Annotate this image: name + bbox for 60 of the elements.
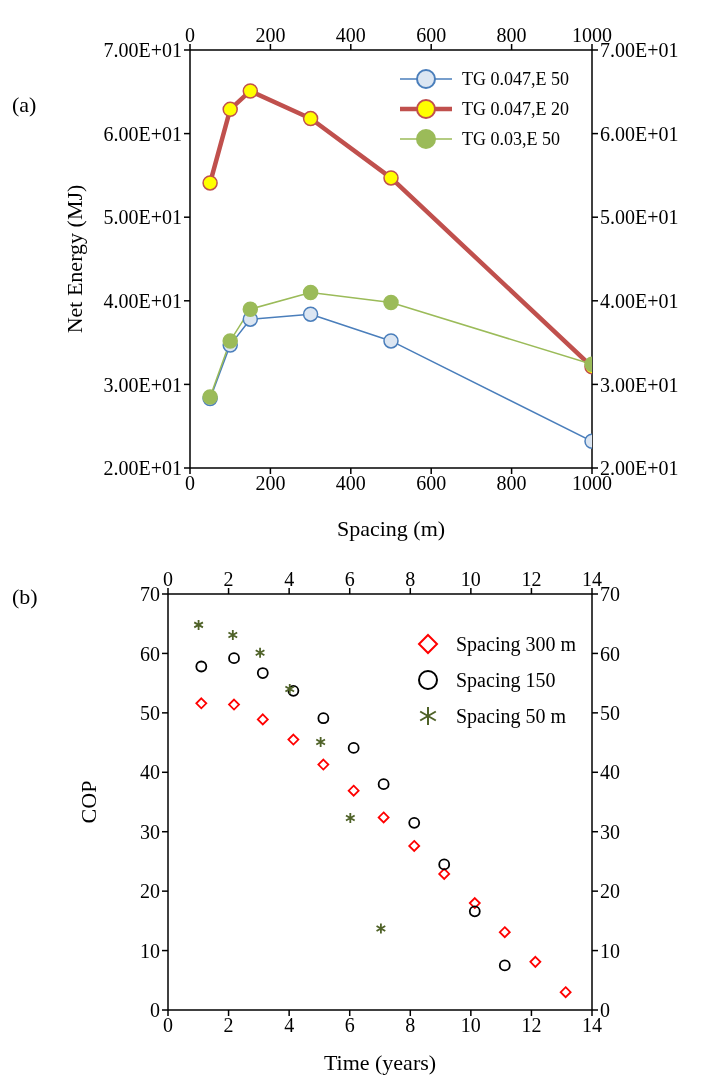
y2-tick-label: 0 (600, 999, 610, 1022)
x-axis-title: Time (years) (323, 1050, 437, 1075)
x2-tick-label: 8 (405, 1014, 416, 1037)
legend-label: Spacing 150 (456, 668, 556, 692)
y2-tick-label: 10 (600, 939, 620, 962)
x-tick-label: 4 (284, 568, 295, 590)
y2-tick-label: 30 (600, 820, 620, 843)
y2-tick-label: 40 (600, 761, 620, 784)
x2-tick-label: 4 (284, 1014, 295, 1037)
legend-label: Spacing 300 m (456, 632, 576, 656)
y2-tick-label: 3.00E+01 (600, 373, 679, 396)
x2-tick-label: 12 (521, 1014, 542, 1037)
y-tick-label: 10 (140, 939, 160, 962)
x2-tick-label: 200 (255, 472, 286, 495)
x2-tick-label: 10 (460, 1014, 481, 1037)
legend-label: TG 0.047,E 50 (462, 68, 569, 90)
y2-tick-label: 60 (600, 642, 620, 665)
x-tick-label: 800 (496, 24, 527, 46)
y-tick-label: 20 (140, 880, 160, 903)
y-tick-label: 70 (140, 583, 160, 606)
legend-label: TG 0.047,E 20 (462, 98, 569, 120)
x-tick-label: 12 (521, 568, 542, 590)
y2-tick-label: 70 (600, 583, 620, 606)
y-tick-label: 30 (140, 820, 160, 843)
y2-tick-label: 5.00E+01 (600, 206, 679, 229)
x2-tick-label: 6 (344, 1014, 355, 1037)
text: (b) (12, 584, 38, 610)
y-axis-title: COP (75, 780, 101, 824)
y2-tick-label: 6.00E+01 (600, 122, 679, 145)
legend-label: Spacing 50 m (456, 704, 566, 728)
y2-tick-label: 50 (600, 701, 620, 724)
y-tick-label: 6.00E+01 (103, 122, 182, 145)
y-tick-label: 2.00E+01 (103, 457, 182, 480)
x-tick-label: 14 (582, 568, 602, 590)
y-tick-label: 5.00E+01 (103, 206, 182, 229)
legend-label: TG 0.03,E 50 (462, 128, 560, 150)
x2-tick-label: 800 (496, 472, 527, 495)
y-tick-label: 4.00E+01 (103, 289, 182, 312)
x2-tick-label: 14 (582, 1014, 602, 1037)
text: (a) (12, 92, 37, 118)
y-tick-label: 3.00E+01 (103, 373, 182, 396)
x-tick-label: 400 (335, 24, 366, 46)
x-tick-label: 600 (416, 24, 447, 46)
x-axis-title: Spacing (m) (336, 516, 446, 541)
x-tick-label: 2 (223, 568, 234, 590)
x2-tick-label: 400 (335, 472, 366, 495)
y2-tick-label: 4.00E+01 (600, 289, 679, 312)
x-tick-label: 8 (405, 568, 416, 590)
x2-tick-label: 2 (223, 1014, 234, 1037)
y-tick-label: 60 (140, 642, 160, 665)
y-tick-label: 50 (140, 701, 160, 724)
y-tick-label: 7.00E+01 (103, 39, 182, 62)
x2-tick-label: 600 (416, 472, 447, 495)
x-tick-label: 10 (460, 568, 481, 590)
y-tick-label: 0 (150, 999, 160, 1022)
x-tick-label: 6 (344, 568, 355, 590)
y-tick-label: 40 (140, 761, 160, 784)
y2-tick-label: 20 (600, 880, 620, 903)
x-tick-label: 200 (255, 24, 286, 46)
y-axis-title: Net Energy (MJ) (61, 184, 87, 334)
